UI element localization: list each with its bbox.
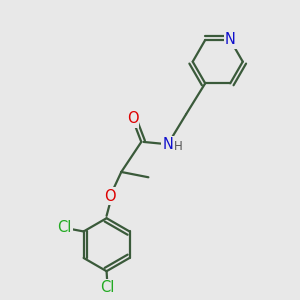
Text: N: N (225, 32, 236, 47)
Text: N: N (162, 137, 173, 152)
Text: Cl: Cl (100, 280, 114, 295)
Text: H: H (174, 140, 183, 153)
Text: O: O (127, 112, 138, 127)
Text: O: O (104, 189, 116, 204)
Text: Cl: Cl (57, 220, 72, 236)
